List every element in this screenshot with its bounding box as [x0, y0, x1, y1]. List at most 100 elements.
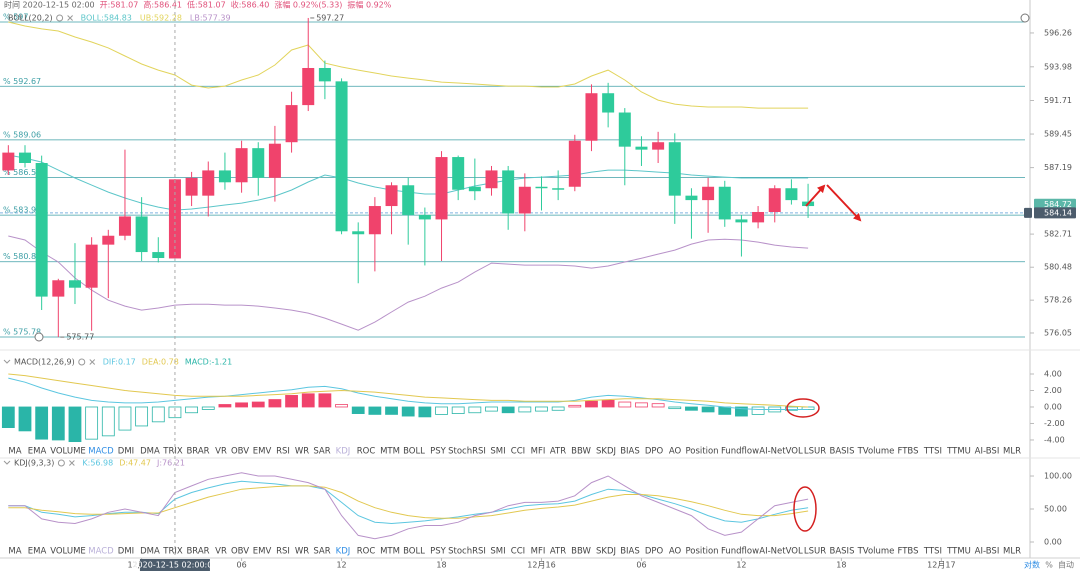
indicator-tab[interactable]: LSUR [804, 547, 826, 557]
indicator-tab[interactable]: DMI [118, 447, 134, 457]
indicator-tab[interactable]: VOLUME [50, 547, 86, 557]
indicator-tab[interactable]: EMA [28, 447, 47, 457]
indicator-tab[interactable]: Fundflow [721, 547, 759, 557]
macd-bar [351, 406, 365, 414]
price-tag-icon [1024, 207, 1032, 218]
indicator-tab[interactable]: TTMU [946, 547, 971, 557]
indicator-tab[interactable]: BOLL [403, 447, 425, 457]
level-label: % 592.67 [3, 77, 41, 86]
indicator-tab[interactable]: SMI [490, 547, 505, 557]
indicator-tab[interactable]: TVolume [857, 447, 895, 457]
indicator-tab[interactable]: TRIX [162, 447, 183, 457]
indicator-tab[interactable]: Fundflow [721, 447, 759, 457]
indicator-tab[interactable]: VR [215, 547, 227, 557]
macd-bar [168, 406, 182, 419]
indicator-tab[interactable]: MACD [88, 447, 114, 457]
indicator-tab[interactable]: SMI [490, 447, 505, 457]
indicator-tab[interactable]: KDJ [336, 447, 351, 457]
indicator-tab[interactable]: AI-BSI [975, 447, 1000, 457]
macd-bar [18, 406, 32, 432]
axis-control[interactable]: % [1045, 561, 1053, 570]
indicator-tab[interactable]: AO [669, 547, 682, 557]
indicator-tab[interactable]: AO [669, 447, 682, 457]
indicator-tab[interactable]: BBW [571, 447, 591, 457]
indicator-tab[interactable]: StochRSI [448, 447, 486, 457]
macd-bar [501, 406, 515, 414]
indicator-tab[interactable]: Position [685, 547, 718, 557]
indicator-tab[interactable]: ROC [357, 447, 376, 457]
indicator-tab[interactable]: WR [295, 547, 309, 557]
indicator-tab[interactable]: AI-NetVOL [759, 547, 803, 557]
indicator-tab[interactable]: EMV [253, 547, 272, 557]
indicator-tab[interactable]: ATR [550, 447, 566, 457]
indicator-tab[interactable]: DPO [645, 447, 664, 457]
indicator-tab[interactable]: FTBS [897, 547, 918, 557]
indicator-tab[interactable]: VR [215, 447, 227, 457]
indicator-tab[interactable]: BIAS [620, 447, 640, 457]
macd-bar [401, 406, 415, 417]
axis-control[interactable]: 自动 [1058, 560, 1074, 570]
indicator-tab[interactable]: MLR [1003, 447, 1021, 457]
indicator-tab[interactable]: BRAR [186, 447, 209, 457]
indicator-tab[interactable]: SAR [313, 547, 330, 557]
indicator-tab[interactable]: MA [8, 447, 21, 457]
collapse-icon [3, 460, 11, 465]
indicator-tab[interactable]: SKDJ [596, 447, 616, 457]
indicator-tab[interactable]: KDJ [336, 547, 351, 557]
indicator-tab[interactable]: MACD [88, 547, 114, 557]
indicator-tab[interactable]: DMA [140, 447, 160, 457]
indicator-tab[interactable]: TVolume [857, 547, 895, 557]
macd-bar [535, 406, 548, 412]
drawing-handle[interactable] [34, 332, 44, 342]
indicator-tab[interactable]: VOLUME [50, 447, 86, 457]
indicator-tab[interactable]: StochRSI [448, 547, 486, 557]
macd-bar [318, 393, 332, 408]
macd-bar [551, 406, 565, 411]
drawing-handle[interactable] [1020, 13, 1030, 23]
indicator-tab[interactable]: MTM [380, 447, 400, 457]
indicator-tab[interactable]: OBV [231, 447, 249, 457]
axis-control[interactable]: 对数 [1024, 560, 1040, 570]
indicator-tab[interactable]: TTSI [923, 547, 942, 557]
indicator-tab[interactable]: AI-BSI [975, 547, 1000, 557]
indicator-title: BOLL(20,2) [8, 14, 53, 23]
indicator-tab[interactable]: BASIS [830, 547, 855, 557]
indicator-tab[interactable]: FTBS [897, 447, 918, 457]
indicator-tab[interactable]: PSY [430, 447, 447, 457]
indicator-tab[interactable]: TRIX [162, 547, 183, 557]
indicator-tab[interactable]: TTMU [946, 447, 971, 457]
indicator-tab[interactable]: ATR [550, 547, 566, 557]
indicator-tab[interactable]: DPO [645, 547, 664, 557]
indicator-tab[interactable]: EMV [253, 447, 272, 457]
indicator-tab[interactable]: Position [685, 447, 718, 457]
indicator-tab[interactable]: OBV [231, 547, 249, 557]
indicator-tab[interactable]: PSY [430, 547, 447, 557]
indicator-tab[interactable]: MLR [1003, 547, 1021, 557]
indicator-tab[interactable]: AI-NetVOL [759, 447, 803, 457]
indicator-tab[interactable]: DMA [140, 547, 160, 557]
indicator-tab[interactable]: SAR [313, 447, 330, 457]
indicator-tab[interactable]: TTSI [923, 447, 942, 457]
indicator-tab[interactable]: MA [8, 547, 21, 557]
indicator-tab[interactable]: BRAR [186, 547, 209, 557]
indicator-tab[interactable]: SKDJ [596, 547, 616, 557]
indicator-tab[interactable]: BIAS [620, 547, 640, 557]
indicator-tab[interactable]: MFI [531, 447, 546, 457]
candle-body [785, 188, 798, 201]
collapse-icon [3, 359, 11, 364]
indicator-tab[interactable]: CCI [511, 447, 525, 457]
indicator-tab[interactable]: RSI [276, 547, 290, 557]
indicator-tab[interactable]: RSI [276, 447, 290, 457]
indicator-tab[interactable]: EMA [28, 547, 47, 557]
indicator-tab[interactable]: LSUR [804, 447, 826, 457]
indicator-tab[interactable]: WR [295, 447, 309, 457]
indicator-tab[interactable]: MFI [531, 547, 546, 557]
crosshair-label: 2020-12-15 02:00:00 [132, 561, 217, 570]
indicator-tab[interactable]: BOLL [403, 547, 425, 557]
indicator-tab[interactable]: BASIS [830, 447, 855, 457]
indicator-tab[interactable]: BBW [571, 547, 591, 557]
indicator-tab[interactable]: DMI [118, 547, 134, 557]
indicator-tab[interactable]: CCI [511, 547, 525, 557]
indicator-tab[interactable]: ROC [357, 547, 376, 557]
indicator-tab[interactable]: MTM [380, 547, 400, 557]
